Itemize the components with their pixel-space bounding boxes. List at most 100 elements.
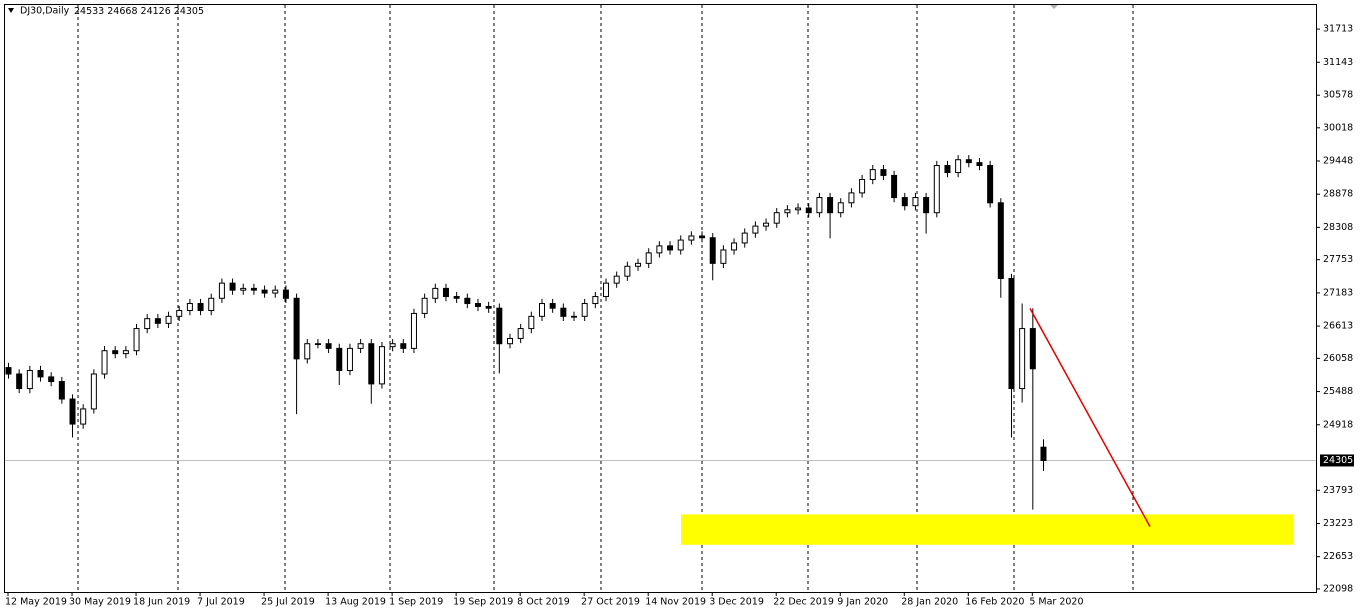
y-tick-label: 31143	[1323, 57, 1353, 68]
candle-body	[613, 275, 620, 284]
candle-body	[368, 343, 375, 385]
candle-body	[677, 239, 684, 251]
candle-body	[421, 297, 428, 314]
x-tick-label: 22 Dec 2019	[773, 597, 834, 608]
candle-body	[400, 343, 407, 349]
candle-body	[154, 318, 161, 324]
candle-body	[773, 212, 780, 224]
candle-body	[261, 289, 268, 294]
candle-body	[805, 207, 812, 214]
candle-body	[731, 242, 738, 251]
candle-body	[1040, 446, 1047, 461]
candle-body	[827, 197, 834, 214]
candle-body	[752, 225, 759, 234]
x-tick-label: 1 Sep 2019	[389, 597, 443, 608]
candle-body	[635, 262, 642, 267]
candle-body	[987, 165, 994, 204]
y-tick-label: 22653	[1323, 551, 1353, 562]
candle-body	[496, 307, 503, 345]
candle-body	[112, 350, 119, 355]
candle-body	[688, 235, 695, 241]
x-tick-label: 30 May 2019	[69, 597, 131, 608]
symbol: DJ30,Daily	[20, 6, 70, 17]
y-tick-label: 27183	[1323, 287, 1353, 298]
x-tick-label: 28 Jan 2020	[901, 597, 958, 608]
last-price-box	[1320, 454, 1354, 467]
candle-body	[955, 159, 962, 174]
candle-body	[474, 303, 481, 307]
header-low: 24126	[141, 6, 171, 17]
header-ohlc: 24533 24668 24126 24305	[74, 6, 204, 17]
candle-body	[378, 346, 385, 385]
candle-body	[325, 343, 332, 349]
candle-body	[667, 245, 674, 251]
candle-body	[80, 408, 87, 425]
candle-body	[699, 235, 706, 239]
y-tick-label: 30018	[1323, 122, 1353, 133]
candle-body	[560, 307, 567, 317]
header-close: 24305	[174, 6, 204, 17]
y-tick-label: 28308	[1323, 222, 1353, 233]
x-tick-label: 14 Nov 2019	[645, 597, 706, 608]
y-tick-label: 22098	[1323, 583, 1353, 594]
plot-frame	[4, 4, 1317, 593]
candle-body	[464, 297, 471, 305]
menu-triangle[interactable]	[8, 8, 14, 13]
candle-body	[571, 315, 578, 318]
candle-body	[346, 347, 353, 371]
candle-body	[848, 192, 855, 204]
candle-body	[16, 373, 23, 390]
candle-body	[357, 343, 364, 349]
x-tick-label: 19 Sep 2019	[453, 597, 513, 608]
y-tick-label: 25488	[1323, 386, 1353, 397]
candle-body	[144, 318, 151, 330]
candle-body	[859, 179, 866, 194]
header-open: 24533	[74, 6, 104, 17]
candle-body	[880, 169, 887, 176]
candle-body	[304, 343, 311, 360]
candle-body	[26, 369, 33, 390]
candle-body	[314, 343, 321, 346]
candle-body	[645, 252, 652, 264]
candle-body	[891, 174, 898, 199]
x-tick-label: 8 Oct 2019	[517, 597, 570, 608]
candle-body	[1029, 328, 1036, 370]
candle-body	[48, 376, 55, 383]
y-tick-label: 23223	[1323, 518, 1353, 529]
candle-body	[240, 287, 247, 291]
support-zone	[681, 514, 1293, 545]
candle-body	[709, 237, 716, 264]
candle-body	[603, 282, 610, 298]
x-tick-label: 9 Jan 2020	[837, 597, 888, 608]
candle-body	[1019, 328, 1026, 390]
candle-body	[528, 315, 535, 330]
candle-body	[592, 296, 599, 305]
y-tick-label: 30578	[1323, 90, 1353, 101]
candle-body	[272, 289, 279, 294]
candle-body	[432, 287, 439, 299]
shift-marker	[1050, 5, 1058, 9]
candle-body	[656, 245, 663, 254]
y-tick-label: 29448	[1323, 155, 1353, 166]
candle-body	[133, 328, 140, 352]
candle-body	[58, 381, 65, 400]
candle-body	[336, 347, 343, 371]
x-tick-label: 18 Jun 2019	[133, 597, 190, 608]
y-tick-label: 31713	[1323, 24, 1353, 35]
candle-body	[837, 202, 844, 214]
last-price-label: 24305	[1323, 455, 1353, 466]
candle-body	[784, 209, 791, 214]
candle-body	[485, 305, 492, 309]
candle-body	[165, 315, 172, 324]
candle-body	[90, 373, 97, 410]
candle-body	[293, 297, 300, 360]
x-tick-label: 16 Feb 2020	[965, 597, 1024, 608]
x-tick-label: 13 Aug 2019	[325, 597, 386, 608]
x-tick-label: 25 Jul 2019	[261, 597, 315, 608]
candle-body	[549, 303, 556, 309]
candle-body	[453, 296, 460, 299]
candle-body	[720, 249, 727, 264]
candle-body	[442, 287, 449, 298]
